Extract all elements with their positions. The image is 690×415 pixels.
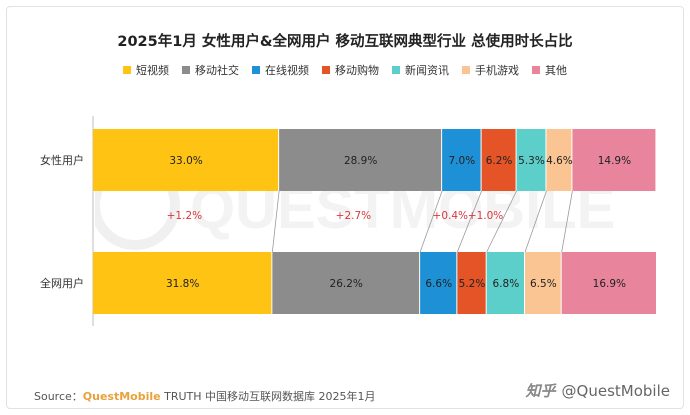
data-label: 16.9% xyxy=(593,278,626,290)
bar-segment xyxy=(546,129,572,191)
connector-line xyxy=(486,190,517,253)
category-label: 全网用户 xyxy=(40,276,84,290)
legend-swatch xyxy=(123,66,131,74)
bar-segment xyxy=(486,252,525,314)
bar-segment xyxy=(572,129,656,191)
legend-item: 移动社交 xyxy=(182,62,239,78)
legend-item: 手机游戏 xyxy=(462,62,519,78)
data-label: 5.2% xyxy=(459,278,486,290)
data-label: 6.6% xyxy=(425,278,452,290)
connector-line xyxy=(271,190,280,253)
difference-label: +1.0% xyxy=(468,210,503,222)
connector-line xyxy=(524,190,547,253)
legend-label: 其他 xyxy=(545,64,567,77)
bar-segment xyxy=(481,129,516,191)
legend-swatch xyxy=(462,66,470,74)
bar-segment xyxy=(525,252,561,314)
category-label: 女性用户 xyxy=(40,153,84,167)
source-suffix: TRUTH 中国移动互联网数据库 2025年1月 xyxy=(160,390,376,403)
legend-item: 其他 xyxy=(532,62,567,78)
legend-label: 短视频 xyxy=(136,64,169,77)
zhihu-logo-text: 知乎 xyxy=(525,382,556,400)
bar-segment xyxy=(420,252,457,314)
difference-label: +2.7% xyxy=(336,210,371,222)
connector-line xyxy=(419,190,443,253)
data-label: 14.9% xyxy=(598,155,631,167)
bar-segment xyxy=(279,129,442,191)
legend-item: 短视频 xyxy=(123,62,169,78)
account-handle: 知乎 @QuestMobile xyxy=(526,380,670,401)
handle-text: @QuestMobile xyxy=(561,382,670,400)
source-note: Source：QuestMobile TRUTH 中国移动互联网数据库 2025… xyxy=(34,388,376,404)
connector-line xyxy=(456,190,482,253)
data-label: 6.5% xyxy=(530,278,557,290)
legend-swatch xyxy=(392,66,400,74)
bar-segment xyxy=(442,129,481,191)
difference-label: +0.4% xyxy=(433,210,468,222)
connector-line xyxy=(561,190,573,253)
legend-label: 新闻资讯 xyxy=(405,64,449,77)
data-label: 6.2% xyxy=(486,155,513,167)
data-label: 28.9% xyxy=(344,155,377,167)
source-prefix: Source： xyxy=(34,390,83,403)
legend-swatch xyxy=(532,66,540,74)
legend-item: 新闻资讯 xyxy=(392,62,449,78)
difference-label: +1.2% xyxy=(167,210,202,222)
legend-swatch xyxy=(182,66,190,74)
data-label: 33.0% xyxy=(169,155,202,167)
legend-label: 移动购物 xyxy=(335,64,379,77)
data-label: 6.8% xyxy=(493,278,520,290)
chart-legend: 短视频 移动社交 在线视频 移动购物 新闻资讯 手机游戏 其他 xyxy=(0,62,690,78)
legend-label: 手机游戏 xyxy=(475,64,519,77)
data-label: 4.6% xyxy=(546,155,573,167)
bar-segment xyxy=(516,129,546,191)
legend-swatch xyxy=(322,66,330,74)
bar-segment xyxy=(93,252,272,314)
legend-item: 移动购物 xyxy=(322,62,379,78)
data-label: 5.3% xyxy=(518,155,545,167)
bar-segment xyxy=(93,129,279,191)
data-label: 26.2% xyxy=(330,278,363,290)
bar-segment xyxy=(561,252,656,314)
data-label: 7.0% xyxy=(449,155,476,167)
bar-segment xyxy=(272,252,420,314)
chart-title: 2025年1月 女性用户&全网用户 移动互联网典型行业 总使用时长占比 xyxy=(117,34,573,50)
source-brand: QuestMobile xyxy=(82,390,161,403)
legend-label: 移动社交 xyxy=(195,64,239,77)
bar-segment xyxy=(457,252,486,314)
legend-label: 在线视频 xyxy=(265,64,309,77)
data-label: 31.8% xyxy=(166,278,199,290)
legend-item: 在线视频 xyxy=(252,62,309,78)
legend-swatch xyxy=(252,66,260,74)
